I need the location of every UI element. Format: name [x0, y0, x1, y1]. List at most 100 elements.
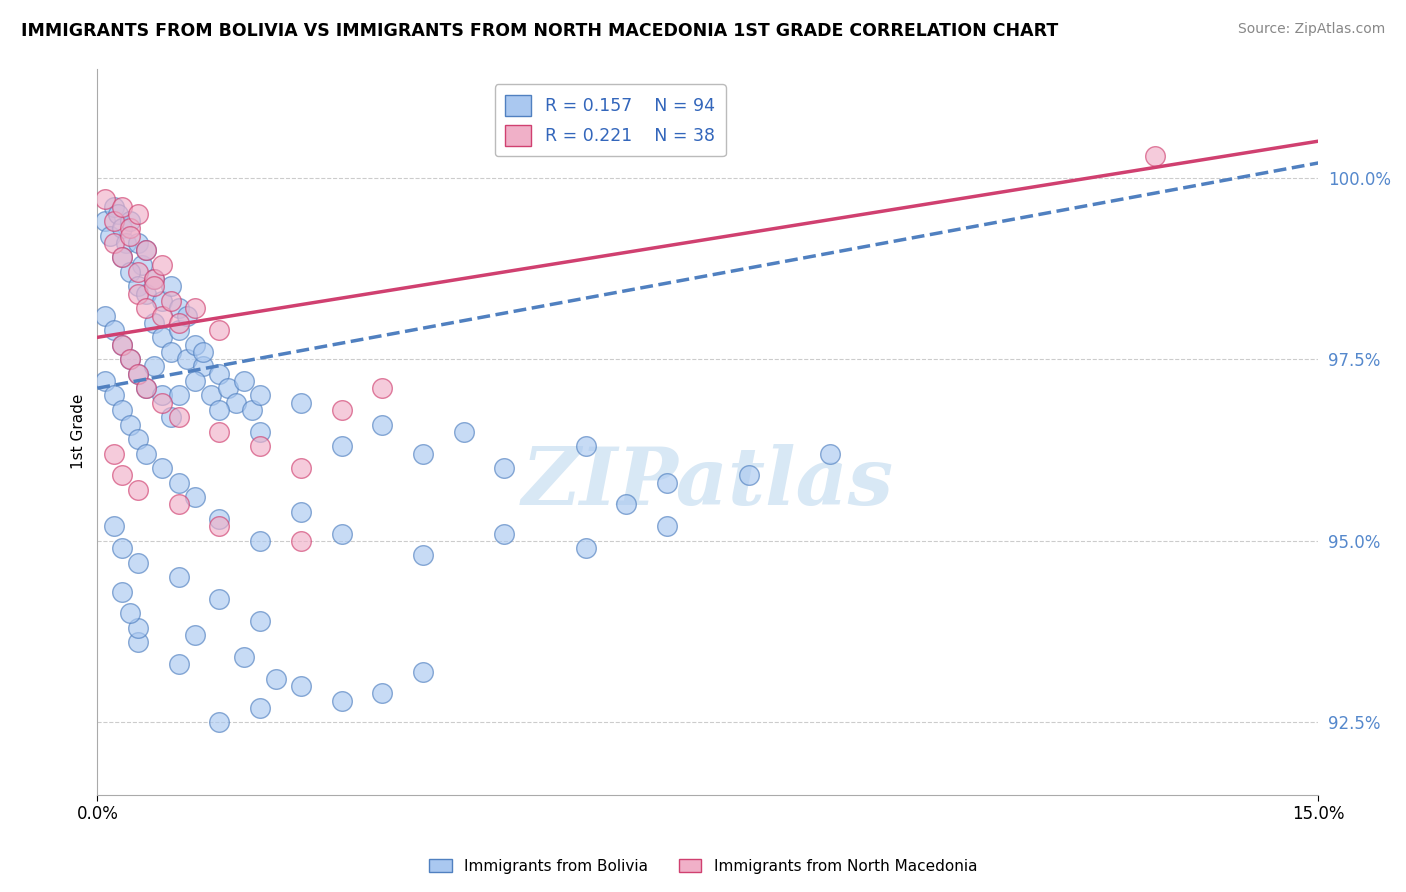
Point — [191, 359, 214, 374]
Point — [290, 461, 312, 475]
Point — [1144, 149, 1167, 163]
Point — [94, 374, 117, 388]
Point — [111, 403, 134, 417]
Point — [167, 498, 190, 512]
Legend: Immigrants from Bolivia, Immigrants from North Macedonia: Immigrants from Bolivia, Immigrants from… — [423, 853, 983, 880]
Point — [290, 533, 312, 548]
Point — [118, 228, 141, 243]
Point — [330, 526, 353, 541]
Point — [127, 265, 149, 279]
Point — [290, 505, 312, 519]
Point — [127, 286, 149, 301]
Point — [494, 526, 516, 541]
Point — [111, 251, 134, 265]
Text: Source: ZipAtlas.com: Source: ZipAtlas.com — [1237, 22, 1385, 37]
Point — [330, 439, 353, 453]
Point — [208, 425, 231, 439]
Point — [152, 461, 174, 475]
Point — [167, 570, 190, 584]
Point — [290, 679, 312, 693]
Point — [184, 337, 207, 351]
Point — [249, 614, 271, 628]
Point — [159, 279, 181, 293]
Point — [111, 251, 134, 265]
Point — [412, 549, 434, 563]
Point — [127, 483, 149, 497]
Point — [135, 243, 157, 257]
Point — [118, 352, 141, 367]
Point — [159, 344, 181, 359]
Point — [143, 359, 166, 374]
Point — [143, 272, 166, 286]
Point — [111, 468, 134, 483]
Point — [143, 316, 166, 330]
Point — [176, 352, 198, 367]
Point — [167, 388, 190, 402]
Point — [371, 381, 394, 395]
Point — [167, 410, 190, 425]
Point — [184, 374, 207, 388]
Point — [208, 403, 231, 417]
Point — [818, 447, 841, 461]
Point — [127, 207, 149, 221]
Point — [184, 301, 207, 316]
Point — [111, 221, 134, 235]
Point — [115, 235, 138, 250]
Point — [135, 447, 157, 461]
Point — [143, 279, 166, 293]
Point — [103, 200, 125, 214]
Point — [135, 301, 157, 316]
Point — [575, 439, 598, 453]
Point — [184, 490, 207, 504]
Point — [103, 323, 125, 337]
Point — [111, 337, 134, 351]
Point — [159, 410, 181, 425]
Point — [249, 533, 271, 548]
Point — [191, 344, 214, 359]
Point — [249, 425, 271, 439]
Point — [127, 367, 149, 381]
Point — [167, 323, 190, 337]
Point — [290, 395, 312, 409]
Point — [103, 388, 125, 402]
Point — [176, 309, 198, 323]
Point — [118, 221, 141, 235]
Point — [737, 468, 759, 483]
Legend: R = 0.157    N = 94, R = 0.221    N = 38: R = 0.157 N = 94, R = 0.221 N = 38 — [495, 85, 725, 156]
Point — [107, 207, 129, 221]
Point — [152, 309, 174, 323]
Point — [98, 228, 121, 243]
Point — [167, 301, 190, 316]
Point — [118, 417, 141, 432]
Point — [111, 541, 134, 555]
Point — [330, 693, 353, 707]
Point — [184, 628, 207, 642]
Point — [249, 701, 271, 715]
Text: IMMIGRANTS FROM BOLIVIA VS IMMIGRANTS FROM NORTH MACEDONIA 1ST GRADE CORRELATION: IMMIGRANTS FROM BOLIVIA VS IMMIGRANTS FR… — [21, 22, 1059, 40]
Point — [103, 214, 125, 228]
Point — [111, 584, 134, 599]
Point — [330, 403, 353, 417]
Point — [131, 258, 153, 272]
Point — [127, 432, 149, 446]
Point — [200, 388, 222, 402]
Point — [412, 447, 434, 461]
Point — [94, 192, 117, 206]
Point — [103, 519, 125, 533]
Point — [118, 352, 141, 367]
Point — [167, 475, 190, 490]
Point — [266, 672, 288, 686]
Point — [135, 381, 157, 395]
Point — [135, 381, 157, 395]
Point — [152, 395, 174, 409]
Point — [208, 519, 231, 533]
Point — [135, 286, 157, 301]
Point — [111, 200, 134, 214]
Y-axis label: 1st Grade: 1st Grade — [72, 394, 86, 469]
Point — [655, 475, 678, 490]
Point — [135, 243, 157, 257]
Point — [143, 272, 166, 286]
Point — [159, 293, 181, 308]
Point — [217, 381, 239, 395]
Point — [103, 235, 125, 250]
